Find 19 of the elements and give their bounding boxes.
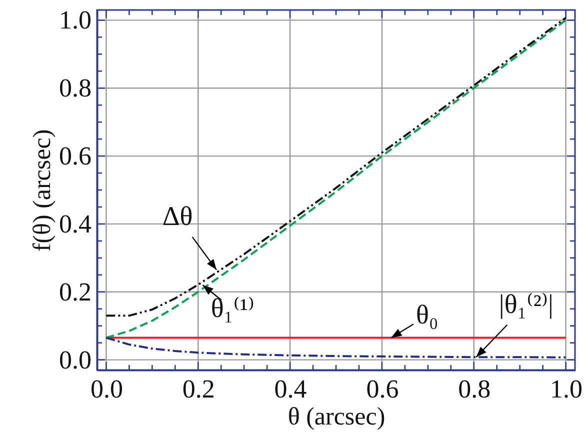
x-tick-label: 0.8 (458, 374, 491, 404)
annotation: θ₁⁽¹⁾ (210, 293, 255, 324)
y-tick-label: 0.6 (59, 142, 92, 171)
annotation: θ₀ (416, 300, 438, 330)
y-tick-label: 0.0 (59, 345, 92, 374)
x-tick-label: 0.2 (182, 374, 215, 404)
x-tick-label: 0.4 (274, 374, 307, 404)
x-axis-title: θ (arcsec) (288, 404, 386, 430)
y-tick-label: 0.8 (59, 74, 92, 103)
x-tick-label: 1.0 (550, 374, 583, 404)
y-axis-title: f(θ) (arcsec) (29, 129, 56, 252)
annotation: Δθ (162, 200, 193, 231)
x-tick-label: 0.0 (90, 374, 123, 404)
annotation: |θ₁⁽²⁾| (498, 289, 554, 320)
line-series (105, 336, 567, 358)
y-tick-label: 0.4 (59, 209, 92, 238)
y-tick-label: 0.2 (59, 277, 92, 306)
x-tick-label: 0.6 (366, 374, 399, 404)
y-tick-label: 1.0 (59, 6, 92, 35)
